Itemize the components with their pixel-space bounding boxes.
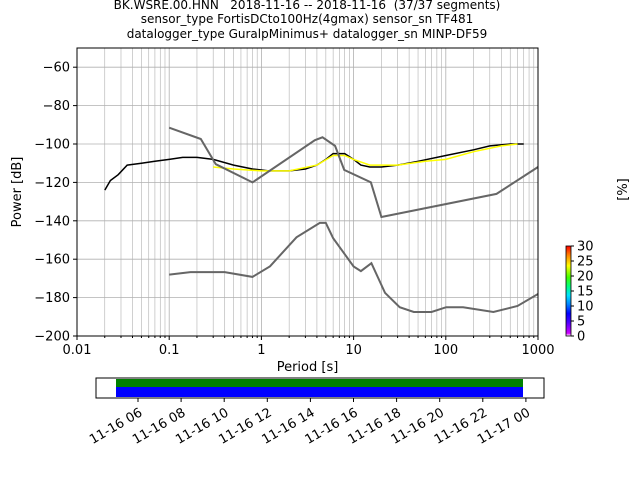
x-tick-label: 100 xyxy=(433,343,458,358)
y-tick-label: −120 xyxy=(34,176,70,191)
y-axis-label: Power [dB] xyxy=(10,157,25,228)
timeline-bar-top xyxy=(116,379,523,387)
y-tick-label: −100 xyxy=(34,138,70,153)
colorbar-tick-label: 25 xyxy=(577,255,594,270)
y-tick-label: −60 xyxy=(43,61,70,76)
x-tick-label: 1 xyxy=(257,343,265,358)
y-tick-label: −160 xyxy=(34,253,70,268)
series-line-mean-0 xyxy=(104,143,524,191)
colorbar-tick-label: 20 xyxy=(577,270,594,285)
x-tick-label: 0.1 xyxy=(159,343,180,358)
chart-title-line-1: BK.WSRE.00.HNN 2018-11-16 -- 2018-11-16 … xyxy=(113,0,501,12)
colorbar-tick-label: 0 xyxy=(577,330,585,345)
colorbar-label: [%] xyxy=(615,178,631,201)
colorbar-tick-label: 30 xyxy=(577,240,594,255)
colorbar-tick-label: 15 xyxy=(577,285,594,300)
series-line-mode-1 xyxy=(213,143,518,172)
x-tick-label: 0.01 xyxy=(63,343,92,358)
chart-title-line-2: sensor_type FortisDCto100Hz(4gmax) senso… xyxy=(140,12,474,26)
timeline-bar-bottom xyxy=(116,387,523,397)
colorbar-tick-label: 5 xyxy=(577,315,585,330)
y-tick-label: −180 xyxy=(34,291,70,306)
x-tick-label: 1000 xyxy=(521,343,554,358)
y-tick-label: −80 xyxy=(43,99,70,114)
plot-area: 0.01 0.1 1 10 100 1000 −200 −180 −160 −140 −120 −10… xyxy=(10,47,555,375)
series-line-noise-model-3 xyxy=(169,221,538,314)
y-tick-label: −200 xyxy=(34,330,70,345)
axes-frame xyxy=(76,47,539,337)
chart-title-line-3: datalogger_type GuralpMinimus+ datalogge… xyxy=(126,27,488,41)
colorbar-gradient xyxy=(565,245,572,337)
colorbar-tick-label: 10 xyxy=(577,300,594,315)
x-axis-label: Period [s] xyxy=(277,360,339,375)
x-tick-label: 10 xyxy=(345,343,362,358)
y-tick-label: −140 xyxy=(34,214,70,229)
series-line-noise-model-2 xyxy=(168,126,538,219)
